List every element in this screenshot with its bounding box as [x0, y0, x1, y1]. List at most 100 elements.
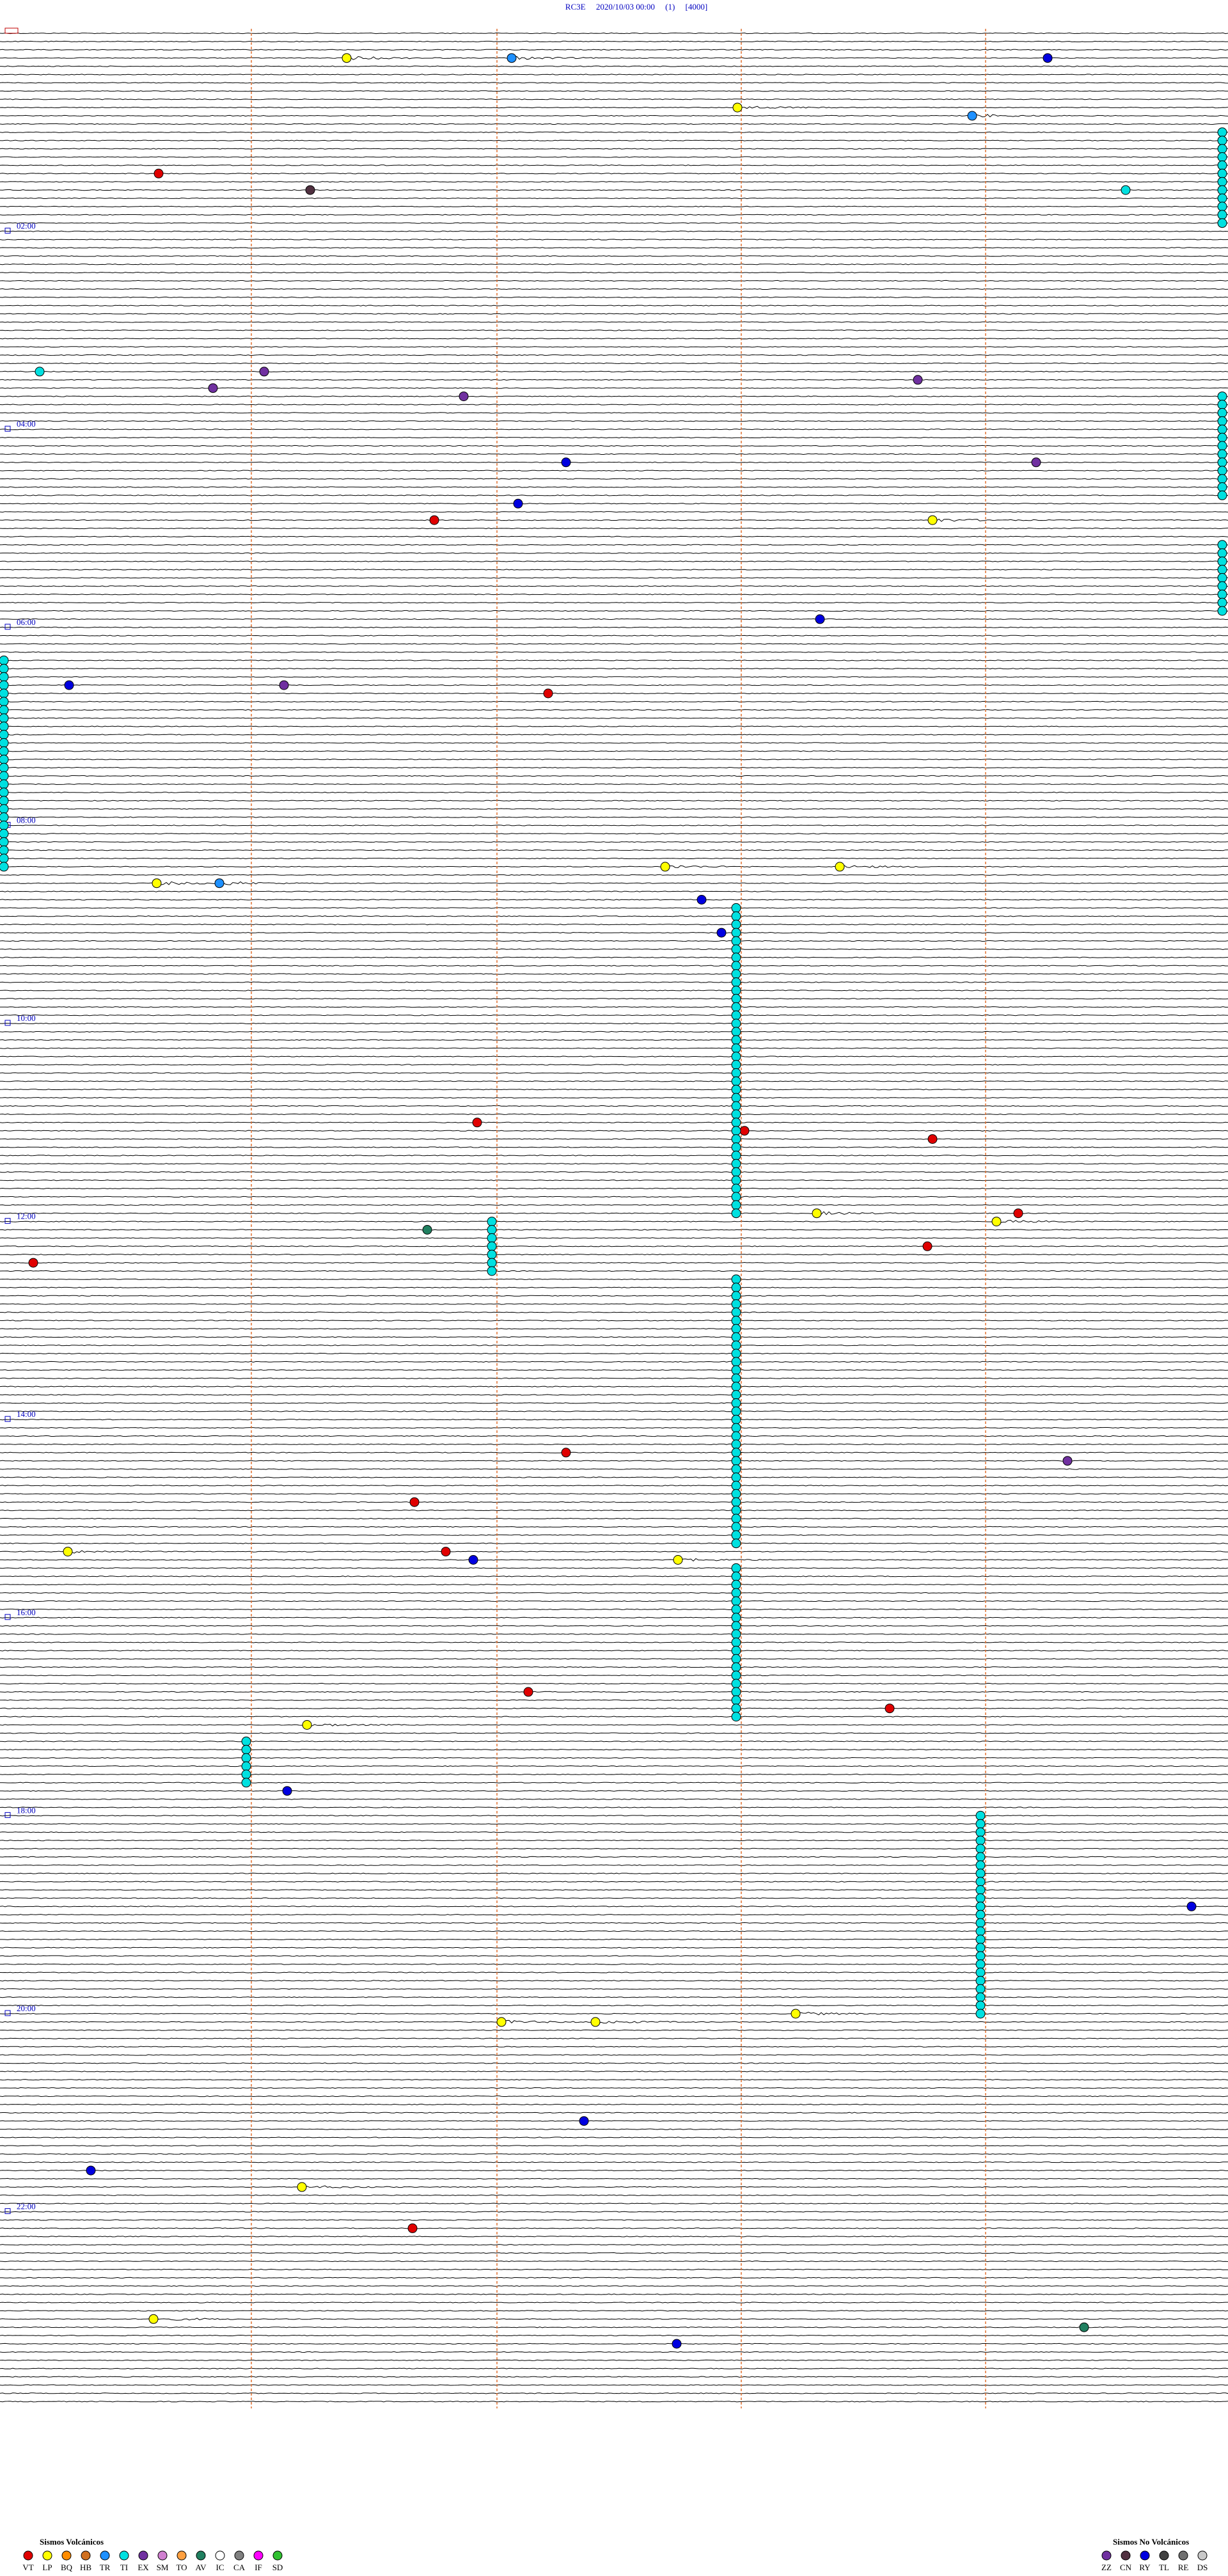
- trace: [0, 1650, 1228, 1652]
- trace: [0, 1386, 1228, 1387]
- event-marker: [731, 903, 741, 913]
- event-marker: [1217, 391, 1227, 402]
- event-marker: [1217, 193, 1227, 203]
- event-marker: [731, 1662, 741, 1672]
- event-run: [487, 1217, 497, 1276]
- event-marker: [241, 1778, 251, 1788]
- trace: [0, 915, 1228, 917]
- legend-swatch: [23, 2550, 33, 2561]
- event-marker: [1217, 449, 1227, 459]
- event-marker: [441, 1547, 451, 1557]
- event-marker: [731, 1654, 741, 1664]
- event-marker: [154, 168, 164, 178]
- trace: [0, 1790, 1228, 1792]
- trace: [0, 594, 1228, 596]
- event-marker: [835, 862, 845, 872]
- event-marker: [731, 952, 741, 963]
- trace: [0, 1856, 1228, 1858]
- event-marker: [0, 853, 9, 864]
- legend-label: TI: [120, 2563, 128, 2572]
- event-marker: [409, 1497, 420, 1507]
- trace: [0, 2177, 1228, 2180]
- event-marker: [731, 1588, 741, 1598]
- trace: [0, 1187, 1228, 1190]
- trace: [0, 725, 1228, 727]
- trace: [0, 1839, 1228, 1842]
- trace: [0, 1014, 1228, 1016]
- event-marker: [1217, 127, 1227, 138]
- event-marker: [731, 1489, 741, 1499]
- legend-label: HB: [80, 2563, 91, 2572]
- hour-marker: [4, 2208, 11, 2215]
- event-marker: [487, 1258, 497, 1268]
- trace: [0, 2334, 1228, 2337]
- hour-marker: [4, 1614, 11, 1620]
- event-marker: [1217, 557, 1227, 567]
- event-marker: [975, 2000, 986, 2011]
- trace: [0, 1155, 1228, 1157]
- event-marker: [1186, 1901, 1197, 1911]
- event-marker: [472, 1118, 482, 1128]
- event-marker: [885, 1703, 895, 1714]
- event-marker: [731, 1670, 741, 1680]
- hour-label: 16:00: [17, 1608, 36, 1617]
- trace: [0, 709, 1228, 711]
- hour-marker: [4, 1416, 11, 1422]
- event-marker: [241, 1753, 251, 1763]
- event-marker: [975, 1959, 986, 1970]
- event-marker: [975, 1968, 986, 1977]
- event-marker: [1217, 441, 1227, 451]
- event-marker: [975, 2009, 986, 2019]
- trace: [0, 1666, 1228, 1668]
- event-marker: [305, 185, 315, 195]
- trace: [0, 1352, 1228, 1355]
- event-marker: [241, 1744, 251, 1755]
- event-marker: [543, 688, 553, 699]
- trace: [0, 1600, 1228, 1602]
- legend-label: IC: [216, 2563, 224, 2572]
- event-marker: [975, 1885, 986, 1895]
- event-marker: [487, 1233, 497, 1243]
- event-marker: [731, 944, 741, 954]
- legend-label: RY: [1139, 2563, 1151, 2572]
- event-marker: [302, 1720, 312, 1730]
- legend-title: Sismos No Volcánicos: [1113, 2537, 1189, 2547]
- legend-label: BQ: [61, 2563, 73, 2572]
- event-run: [0, 655, 9, 872]
- event-marker: [579, 2116, 589, 2126]
- legend-label: DS: [1197, 2563, 1208, 2572]
- event-marker: [0, 713, 9, 723]
- event-marker: [731, 1043, 741, 1054]
- event-marker: [975, 1852, 986, 1862]
- event-marker: [731, 1538, 741, 1549]
- event-marker: [459, 391, 469, 402]
- event-marker: [731, 1076, 741, 1086]
- legend-swatch: [1101, 2550, 1112, 2561]
- event-marker: [731, 1324, 741, 1334]
- event-marker: [1217, 144, 1227, 154]
- trace: [0, 2128, 1228, 2130]
- event-marker: [1217, 597, 1227, 608]
- trace: [0, 1526, 1228, 1528]
- legend-label: TR: [100, 2563, 111, 2572]
- trace: [0, 1435, 1228, 1437]
- trace: [0, 1691, 1228, 1693]
- trace: [0, 668, 1228, 670]
- trace: [0, 1741, 1228, 1742]
- event-marker: [731, 1060, 741, 1070]
- event-marker: [731, 1596, 741, 1606]
- trace: [0, 544, 1228, 546]
- trace: [0, 890, 1228, 892]
- trace: [0, 2376, 1228, 2378]
- trace: [0, 1476, 1228, 1478]
- event-marker: [731, 936, 741, 946]
- trace: [0, 1419, 1228, 1421]
- trace: [0, 2343, 1228, 2345]
- trace: [0, 825, 1228, 826]
- trace: [0, 1831, 1228, 1833]
- trace: [0, 2293, 1228, 2295]
- event-marker: [731, 985, 741, 995]
- event-marker: [342, 53, 352, 63]
- event-marker: [1121, 185, 1131, 195]
- trace: [0, 1542, 1228, 1544]
